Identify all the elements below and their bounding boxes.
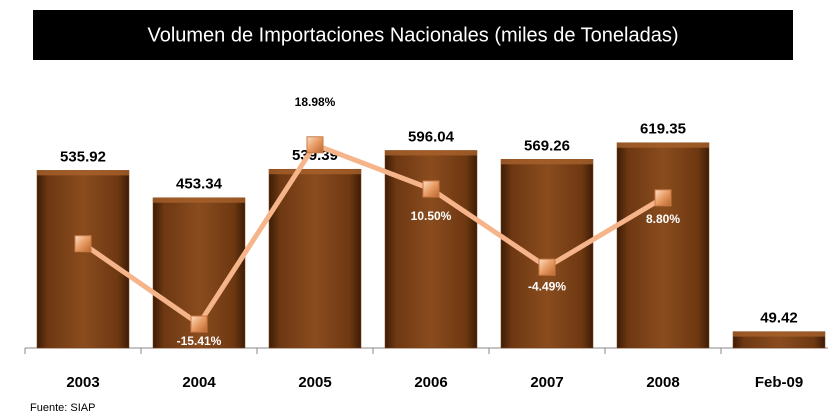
bar <box>268 168 362 349</box>
growth-marker <box>306 136 324 154</box>
bar-bevel <box>501 159 593 165</box>
x-tick-label: 2008 <box>646 374 679 391</box>
bar-value-label: 49.42 <box>760 310 798 327</box>
x-tick-label: 2005 <box>298 374 331 391</box>
bar <box>384 150 478 349</box>
chart-title: Volumen de Importaciones Nacionales (mil… <box>147 24 678 46</box>
bar-bevel <box>37 170 129 176</box>
growth-marker <box>422 180 440 198</box>
x-tick-label: 2006 <box>414 374 447 391</box>
bar-bevel <box>733 331 825 337</box>
x-tick-label: 2003 <box>66 374 99 391</box>
growth-marker <box>74 235 92 253</box>
bar-value-label: 596.04 <box>408 128 455 145</box>
bar <box>616 142 710 349</box>
source: Fuente: SIAP <box>30 402 95 414</box>
bar-value-label: 453.34 <box>176 176 223 193</box>
growth-label: -15.41% <box>177 334 222 348</box>
growth-line <box>81 142 665 327</box>
growth-label: -4.49% <box>528 279 566 293</box>
growth-label: 18.98% <box>295 95 336 109</box>
x-tick-label: 2004 <box>182 374 216 391</box>
x-tick-label: Feb-09 <box>755 374 803 391</box>
bar-value-label: 569.26 <box>524 137 570 154</box>
x-tick-label: 2007 <box>530 374 563 391</box>
bar <box>36 170 130 349</box>
bar-bevel <box>617 142 709 148</box>
bar <box>500 159 594 349</box>
bar-value-label: 619.35 <box>640 121 686 138</box>
bar-value-label: 535.92 <box>60 148 106 165</box>
growth-label: 8.80% <box>646 212 680 226</box>
growth-label: 10.50% <box>411 209 452 223</box>
growth-marker <box>190 315 208 333</box>
growth-marker <box>654 189 672 207</box>
bar-bevel <box>153 197 245 203</box>
bar-bevel <box>269 169 361 175</box>
bar-bevel <box>385 150 477 156</box>
title-bar <box>33 10 793 60</box>
growth-marker <box>538 258 556 276</box>
